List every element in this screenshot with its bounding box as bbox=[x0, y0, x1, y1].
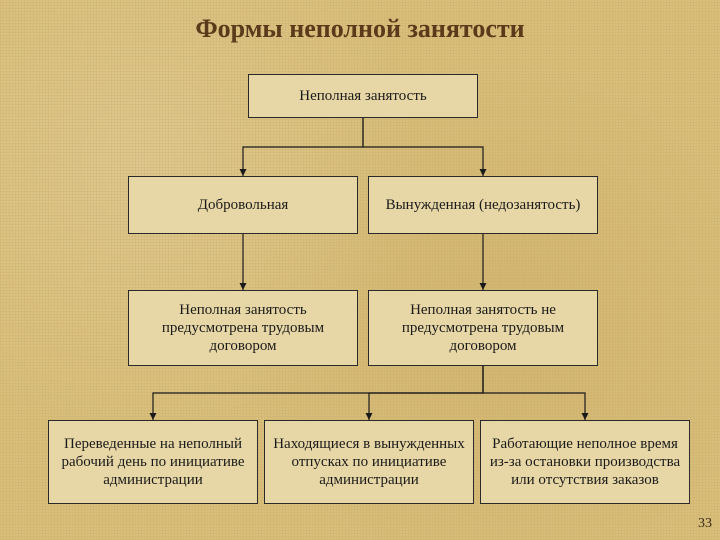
node-n8: Работающие неполное время из-за остановк… bbox=[480, 420, 690, 504]
node-n4: Неполная занятость предусмотрена трудовы… bbox=[128, 290, 358, 366]
node-n7: Находящиеся в вынужденных отпусках по ин… bbox=[264, 420, 474, 504]
page-title: Формы неполной занятости bbox=[0, 14, 720, 44]
page-number: 33 bbox=[698, 516, 712, 532]
node-n3: Вынужденная (недозанятость) bbox=[368, 176, 598, 234]
node-n5: Неполная занятость не предусмотрена труд… bbox=[368, 290, 598, 366]
node-n2: Добровольная bbox=[128, 176, 358, 234]
node-n1: Неполная занятость bbox=[248, 74, 478, 118]
node-n6: Переведенные на неполный рабочий день по… bbox=[48, 420, 258, 504]
